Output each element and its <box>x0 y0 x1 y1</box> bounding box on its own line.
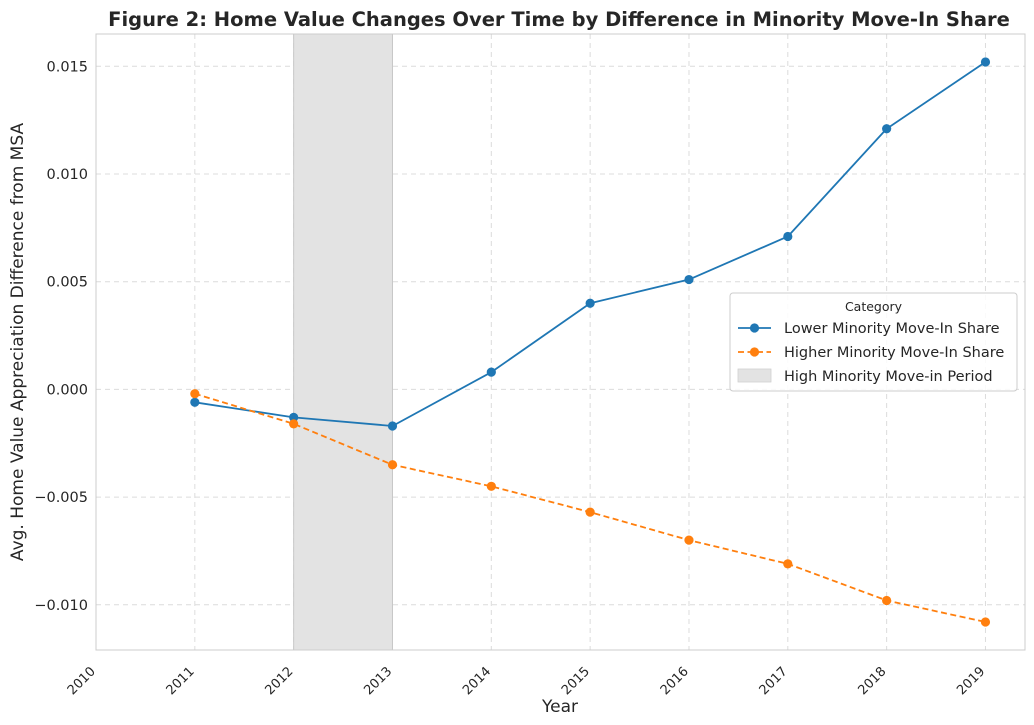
legend-entry-higher: Higher Minority Move-In Share <box>738 345 1004 361</box>
y-tick-label: 0.000 <box>46 382 88 398</box>
data-point-higher <box>486 481 496 491</box>
legend-swatch-shaded <box>737 368 772 383</box>
y-tick-label: 0.010 <box>46 167 88 183</box>
x-tick-label: 2013 <box>361 664 395 698</box>
y-tick-labels: 0.015 0.010 0.005 0.000 −0.005 −0.010 <box>34 59 88 613</box>
chart-title: Figure 2: Home Value Changes Over Time b… <box>108 8 1010 31</box>
legend-label-shaded: High Minority Move-in Period <box>784 369 993 385</box>
data-point-lower <box>783 231 793 242</box>
legend-title: Category <box>845 299 903 314</box>
shaded-region-layer <box>293 33 393 651</box>
data-point-lower <box>289 412 299 422</box>
data-point-higher <box>387 460 398 470</box>
x-tick-label: 2018 <box>855 664 889 698</box>
x-tick-label: 2016 <box>658 664 692 698</box>
y-tick-label: −0.005 <box>34 490 88 506</box>
data-point-higher <box>684 535 694 545</box>
data-point-lower <box>585 298 595 308</box>
series-layer <box>190 57 991 627</box>
legend-label-higher: Higher Minority Move-In Share <box>784 345 1004 361</box>
y-axis-label: Avg. Home Value Appreciation Difference … <box>8 123 28 562</box>
data-point-lower <box>684 274 694 285</box>
x-axis-label: Year <box>541 697 578 717</box>
legend: Category Lower Minority Move-In Share Hi… <box>729 292 1018 392</box>
legend-entry-shaded: High Minority Move-in Period <box>737 368 993 385</box>
legend-box <box>729 292 1018 392</box>
data-point-higher <box>980 617 991 627</box>
legend-entry-lower: Lower Minority Move-In Share <box>738 321 1000 337</box>
x-tick-label: 2019 <box>954 664 988 698</box>
plot-frame <box>95 33 1026 651</box>
y-tick-label: −0.010 <box>34 598 88 614</box>
data-point-higher <box>289 419 299 429</box>
data-point-higher <box>585 507 595 517</box>
x-tick-label: 2010 <box>65 664 99 698</box>
legend-marker-lower <box>749 323 760 333</box>
data-point-lower <box>387 421 398 431</box>
data-point-higher <box>783 559 793 569</box>
legend-label-lower: Lower Minority Move-In Share <box>784 321 1000 337</box>
data-point-lower <box>486 367 496 377</box>
x-tick-label: 2011 <box>164 664 198 698</box>
x-tick-labels: 2010 2011 2012 2013 2014 2015 2016 2017 2018 2019 <box>65 664 988 698</box>
legend-marker-higher <box>749 347 760 357</box>
data-point-lower <box>980 57 991 67</box>
y-tick-label: 0.015 <box>46 59 88 75</box>
x-tick-label: 2015 <box>559 664 593 698</box>
data-point-lower <box>882 124 892 134</box>
y-tick-label: 0.005 <box>46 275 88 291</box>
x-tick-label: 2014 <box>460 664 494 698</box>
data-point-lower <box>190 397 200 407</box>
data-point-higher <box>882 595 892 606</box>
x-tick-label: 2012 <box>262 664 296 698</box>
data-point-higher <box>190 389 200 399</box>
x-tick-label: 2017 <box>757 664 791 698</box>
shaded-region-high-minority <box>293 33 393 651</box>
